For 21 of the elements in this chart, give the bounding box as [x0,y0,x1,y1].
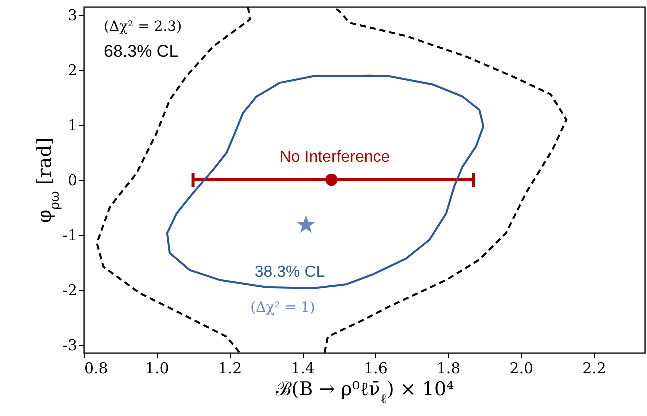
annotation: (Δχ² = 1) [250,300,316,316]
y-tick-label: -1 [62,226,78,245]
x-axis-title: ℬ(B → ρ⁰ℓν̄$_{ℓ}$) × 10⁴ [276,378,455,407]
x-tick-label: 0.8 [84,360,108,378]
y-tick-label: -2 [62,282,78,300]
y-tick-label: 1 [68,116,78,134]
annotation: (Δχ² = 2.3) [104,19,182,35]
x-tick-label: 2.0 [510,360,534,378]
y-tick-label: -3 [62,336,78,355]
y-tick-label: 3 [68,6,78,24]
annotation: No Interference [280,149,390,166]
x-tick-label: 1.6 [364,360,388,378]
y-tick-label: 2 [68,61,78,80]
annotation: 68.3% CL [104,42,179,61]
x-tick-label: 1.0 [145,360,170,378]
x-tick-label: 1.8 [436,360,461,378]
annotation: 38.3% CL [254,264,326,281]
x-tick-label: 1.2 [218,360,242,378]
x-tick-label: 2.2 [582,360,606,378]
y-tick-label: 0 [68,172,78,190]
x-tick-label: 1.4 [291,360,315,378]
